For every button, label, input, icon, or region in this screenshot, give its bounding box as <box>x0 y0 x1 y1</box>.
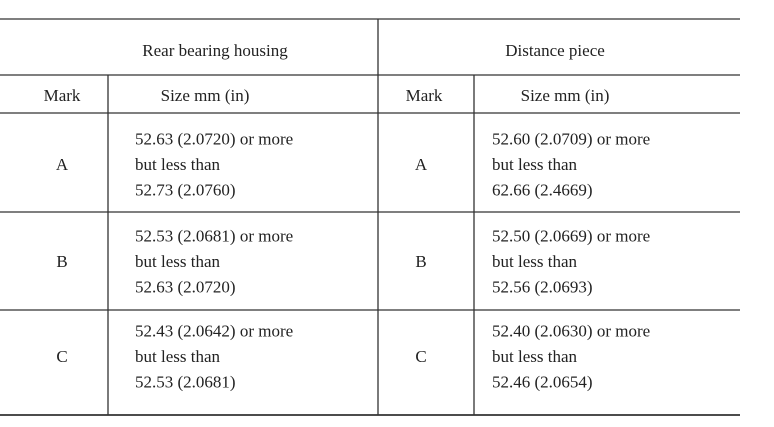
mark-cell: C <box>56 347 67 366</box>
mark-cell: C <box>415 347 426 366</box>
size-line: but less than <box>492 155 577 174</box>
size-line: 52.53 (2.0681) <box>135 372 236 391</box>
size-line: 52.60 (2.0709) or more <box>492 129 650 148</box>
size-line: 52.40 (2.0630) or more <box>492 321 650 340</box>
size-line: but less than <box>135 252 220 271</box>
size-line: but less than <box>492 252 577 271</box>
size-line: 52.56 (2.0693) <box>492 277 593 296</box>
size-line: 52.73 (2.0760) <box>135 180 236 199</box>
size-line: 62.66 (2.4669) <box>492 180 593 199</box>
mark-cell: B <box>415 252 426 271</box>
size-line: 52.43 (2.0642) or more <box>135 321 293 340</box>
column-header: Size mm (in) <box>521 86 610 105</box>
mark-cell: B <box>56 252 67 271</box>
mark-cell: A <box>56 155 69 174</box>
size-line: 52.53 (2.0681) or more <box>135 226 293 245</box>
column-header: Mark <box>406 86 443 105</box>
column-header: Size mm (in) <box>161 86 250 105</box>
mark-cell: A <box>415 155 428 174</box>
size-line: 52.46 (2.0654) <box>492 372 593 391</box>
size-line: but less than <box>135 155 220 174</box>
size-line: 52.63 (2.0720) or more <box>135 129 293 148</box>
group-header: Distance piece <box>505 41 605 60</box>
size-line: but less than <box>135 347 220 366</box>
size-line: 52.63 (2.0720) <box>135 277 236 296</box>
size-line: 52.50 (2.0669) or more <box>492 226 650 245</box>
column-header: Mark <box>44 86 81 105</box>
group-header: Rear bearing housing <box>142 41 288 60</box>
size-line: but less than <box>492 347 577 366</box>
